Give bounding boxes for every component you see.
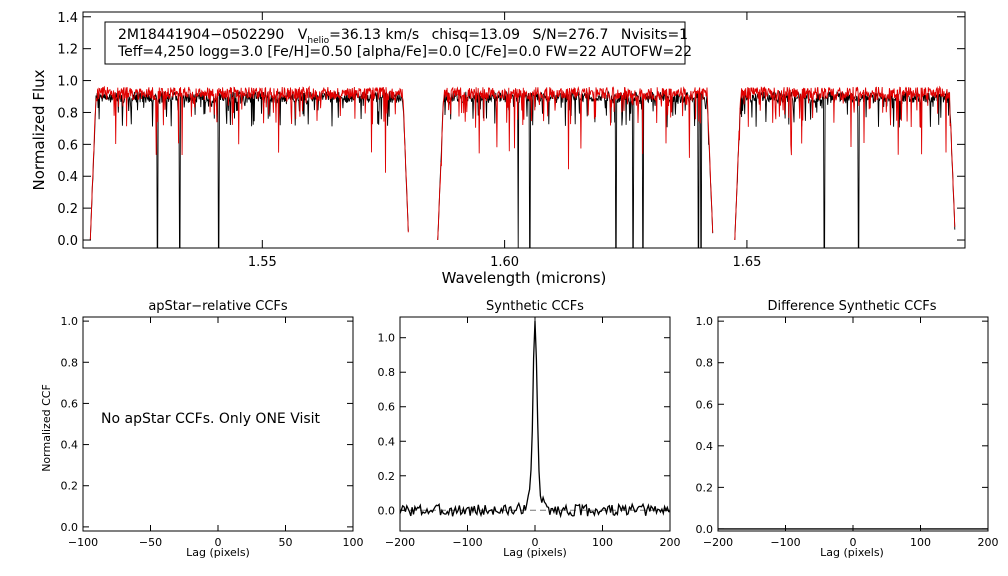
x-tick-label: 200: [978, 536, 999, 549]
x-tick-label: 100: [910, 536, 931, 549]
y-tick-label: 1.0: [696, 315, 714, 328]
spectrum-panel: 1.55 1.60 1.65 0.0 0.2 0.4 0.6 0.8 1.0 1.2 1.4 Wav…: [30, 11, 966, 287]
info-line-2-params: Teff=4,250 logg=3.0 [Fe/H]=0.50 [alpha/F…: [117, 44, 692, 60]
x-tick-label: 0: [215, 536, 222, 549]
x-tick-label: −100: [452, 536, 482, 549]
spectrum-ticks: 1.55 1.60 1.65 0.0 0.2 0.4 0.6 0.8 1.0 1.2 1.4: [57, 11, 965, 270]
y-tick-label: 1.0: [378, 332, 396, 345]
x-tick-label: −200: [385, 536, 415, 549]
difference-ccf-x-axis-title: Lag (pixels): [820, 546, 884, 559]
apstar-ccf-panel: −100 −50 0 50 100 0.0 0.2 0.4 0.6 0.8 1.0 apStar−r…: [40, 299, 364, 559]
snr-value: S/N=276.7: [532, 27, 608, 43]
chisq-value: chisq=13.09: [432, 27, 520, 43]
y-tick-label: 0.2: [696, 481, 714, 494]
difference-ccf-axes-frame: [717, 316, 989, 532]
x-tick-label: 1.55: [248, 255, 277, 270]
x-tick-label: 0: [850, 536, 857, 549]
vhelio-label: V: [298, 27, 308, 43]
y-tick-label: 1.0: [61, 315, 79, 328]
x-tick-label: −100: [68, 536, 98, 549]
x-tick-label: 1.60: [490, 255, 519, 270]
no-ccf-message: No apStar CCFs. Only ONE Visit: [101, 411, 321, 427]
vhelio-subscript: helio: [307, 36, 329, 46]
synthetic-ccf-plot-area: [399, 320, 671, 519]
y-tick-label: 0.6: [61, 397, 79, 410]
nvisits-value: Nvisits=1: [621, 27, 688, 43]
x-tick-label: 0: [532, 536, 539, 549]
synthetic-ccf-title: Synthetic CCFs: [486, 299, 584, 314]
y-tick-label: 0.0: [57, 234, 78, 249]
y-tick-label: 0.8: [696, 357, 714, 370]
difference-ccf-ticks: −200 −100 0 100 200 0.0 0.2 0.4 0.6 0.8 1.0: [696, 315, 999, 549]
info-line-1: 2M18441904−0502290 Vhelio=36.13 km/s chi…: [118, 27, 688, 46]
x-tick-label: 100: [592, 536, 613, 549]
y-tick-label: 0.8: [57, 106, 78, 121]
y-tick-label: 0.6: [57, 138, 78, 153]
x-tick-label: −200: [703, 536, 733, 549]
x-tick-label: 200: [660, 536, 681, 549]
x-tick-label: 100: [343, 536, 364, 549]
apstar-ccf-y-axis-title: Normalized CCF: [40, 384, 53, 472]
spectrum-y-axis-title: Normalized Flux: [30, 69, 48, 190]
y-tick-label: 0.4: [696, 440, 714, 453]
difference-ccf-panel: −200 −100 0 100 200 0.0 0.2 0.4 0.6 0.8 1.0 Differ…: [696, 299, 999, 559]
y-tick-label: 0.8: [378, 366, 396, 379]
difference-ccf-title: Difference Synthetic CCFs: [767, 299, 936, 314]
y-tick-label: 1.2: [57, 43, 78, 58]
x-tick-label: −100: [770, 536, 800, 549]
synthetic-ccf-axes-frame: [399, 316, 671, 532]
apstar-ccf-x-axis-title: Lag (pixels): [186, 546, 250, 559]
y-tick-label: 0.4: [57, 170, 78, 185]
star-id: 2M18441904−0502290: [118, 27, 284, 43]
info-box-frame: [104, 21, 686, 65]
y-tick-label: 0.0: [696, 523, 714, 536]
synthetic-ccf-x-axis-title: Lag (pixels): [503, 546, 567, 559]
y-tick-label: 0.6: [378, 401, 396, 414]
synthetic-ccf-line: [399, 320, 671, 519]
apstar-ccf-ticks: −100 −50 0 50 100 0.0 0.2 0.4 0.6 0.8 1.0: [61, 315, 364, 549]
y-tick-label: 0.2: [57, 202, 78, 217]
y-tick-label: 0.6: [696, 398, 714, 411]
vhelio-value: =36.13 km/s: [329, 27, 419, 43]
x-tick-label: 1.65: [732, 255, 761, 270]
spectrum-info-box: 2M18441904−0502290 Vhelio=36.13 km/s chi…: [104, 21, 692, 65]
x-tick-label: −50: [139, 536, 162, 549]
y-tick-label: 1.4: [57, 11, 78, 26]
spectrum-axes-frame: [82, 11, 966, 249]
spectrum-x-axis-title: Wavelength (microns): [442, 269, 607, 287]
y-tick-label: 0.0: [61, 521, 79, 534]
model-spectrum-line: [89, 85, 956, 241]
synthetic-ccf-ticks: −200 −100 0 100 200 0.0 0.2 0.4 0.6 0.8 1.0: [378, 317, 681, 549]
synthetic-ccf-panel: −200 −100 0 100 200 0.0 0.2 0.4 0.6 0.8 1.0 Synthe…: [378, 299, 681, 559]
y-tick-label: 1.0: [57, 75, 78, 90]
y-tick-label: 0.2: [61, 480, 79, 493]
y-tick-label: 0.4: [61, 439, 79, 452]
y-tick-label: 0.2: [378, 470, 396, 483]
apstar-ccf-title: apStar−relative CCFs: [148, 299, 288, 314]
y-tick-label: 0.8: [61, 356, 79, 369]
x-tick-label: 50: [279, 536, 293, 549]
y-tick-label: 0.0: [378, 504, 396, 517]
spectrum-plot-area: [89, 85, 956, 249]
y-tick-label: 0.4: [378, 435, 396, 448]
